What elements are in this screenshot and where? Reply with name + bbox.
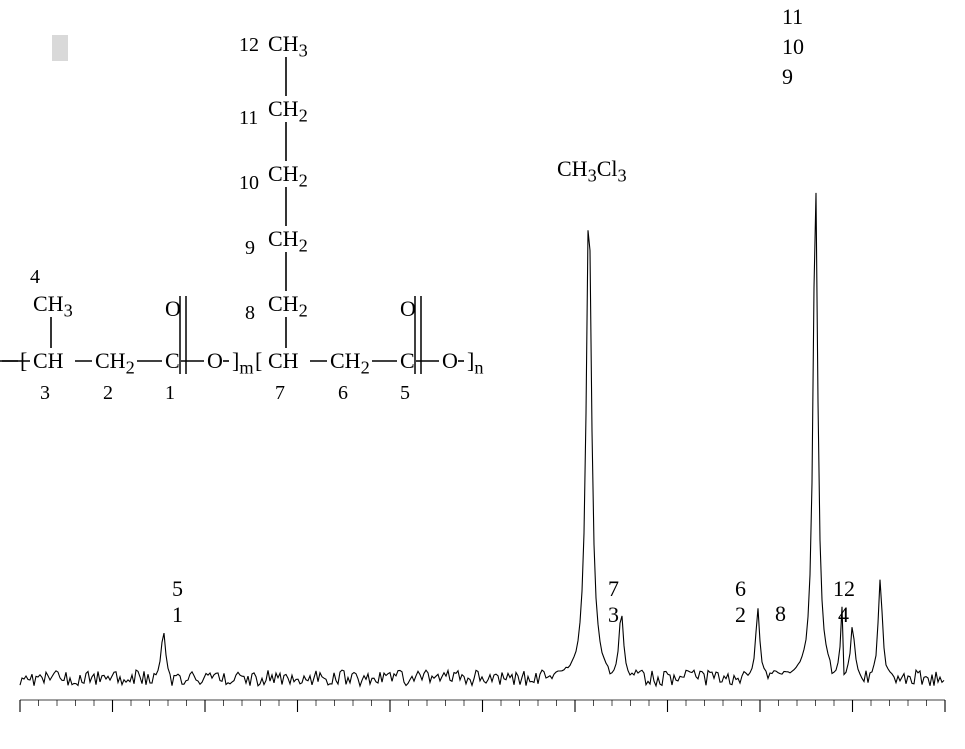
atom-c7: CH — [268, 350, 299, 372]
atom-c4: CH3 — [33, 293, 73, 320]
atom-c1: C — [165, 350, 180, 372]
atom-o5: O — [400, 298, 416, 320]
atom-c8: CH2 — [268, 293, 308, 320]
peak-label: 1 — [172, 604, 183, 626]
peak-label: 9 — [782, 66, 793, 88]
atom-rp2: [ — [255, 350, 262, 372]
atomlabel-c3: 3 — [40, 383, 50, 403]
atom-c11: CH2 — [268, 98, 308, 125]
atom-o1: O — [165, 298, 181, 320]
atomlabel-c11: 11 — [239, 108, 258, 128]
peak-label: 5 — [172, 578, 183, 600]
atomlabel-c4: 4 — [30, 267, 40, 287]
atomlabel-c6: 6 — [338, 383, 348, 403]
peak-label: 7 — [608, 578, 619, 600]
peak-label: 3 — [608, 604, 619, 626]
peak-label: CH3Cl3 — [557, 158, 627, 185]
atomlabel-c9: 9 — [245, 238, 255, 258]
atomlabel-c8: 8 — [245, 303, 255, 323]
atomlabel-c5: 5 — [400, 383, 410, 403]
spectrum-trace — [20, 193, 944, 686]
peak-label: 12 — [833, 578, 855, 600]
atomlabel-c12: 12 — [239, 35, 259, 55]
atom-o5s: O — [442, 350, 458, 372]
atom-o1s: O — [207, 350, 223, 372]
atom-c6: CH2 — [330, 350, 370, 377]
atom-c3: CH — [33, 350, 64, 372]
peak-label: 8 — [775, 603, 786, 625]
atom-c5: C — [400, 350, 415, 372]
peak-label: 10 — [782, 36, 804, 58]
atom-c10: CH2 — [268, 163, 308, 190]
atom-rp0: [ — [20, 350, 27, 372]
atom-c2: CH2 — [95, 350, 135, 377]
peak-label: 4 — [838, 604, 849, 626]
atom-c12: CH3 — [268, 33, 308, 60]
atom-rp3: ]n — [467, 350, 484, 377]
atomlabel-c10: 10 — [239, 173, 259, 193]
atom-rp1: ]m — [232, 350, 254, 377]
atomlabel-c2: 2 — [103, 383, 113, 403]
atomlabel-c7: 7 — [275, 383, 285, 403]
peak-label: 2 — [735, 604, 746, 626]
nmr-figure: { "spectrum": { "type": "line", "width":… — [0, 0, 965, 749]
atomlabel-c1: 1 — [165, 383, 175, 403]
atom-c9: CH2 — [268, 228, 308, 255]
peak-label: 6 — [735, 578, 746, 600]
peak-label: 11 — [782, 6, 803, 28]
